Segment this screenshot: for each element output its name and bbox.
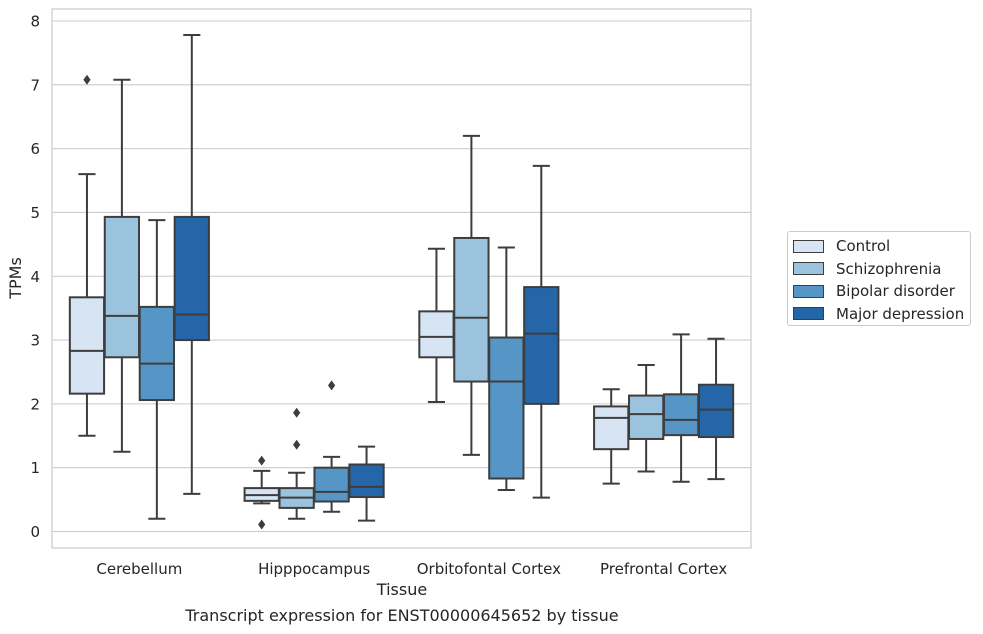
box-iqr xyxy=(313,466,350,503)
box-3-2 xyxy=(662,333,700,483)
legend-label: Control xyxy=(836,237,891,256)
legend-label: Major depression xyxy=(836,304,965,323)
x-tick-label: Hipppocampus xyxy=(258,560,370,578)
y-tick-label: 7 xyxy=(30,76,40,94)
box-iqr xyxy=(488,336,525,480)
legend-swatch xyxy=(793,284,824,298)
boxes-layer xyxy=(68,34,735,530)
box-iqr xyxy=(348,463,385,499)
box-0-3 xyxy=(173,34,210,495)
legend: Control Schizophrenia Bipolar disorder Majo… xyxy=(787,231,971,326)
box-iqr xyxy=(103,215,141,359)
legend-item: Schizophrenia xyxy=(793,258,970,281)
outlier-point xyxy=(293,407,301,418)
box-iqr xyxy=(697,383,735,439)
box-0-1 xyxy=(103,78,141,453)
box-iqr xyxy=(173,215,210,342)
y-tick-label: 0 xyxy=(30,523,40,541)
chart-caption: Transcript expression for ENST0000064565… xyxy=(185,606,619,625)
box-1-0 xyxy=(243,455,280,530)
box-iqr xyxy=(418,310,455,359)
box-iqr xyxy=(453,236,490,383)
box-iqr xyxy=(628,394,665,440)
box-2-1 xyxy=(453,134,490,456)
box-3-1 xyxy=(628,363,665,473)
y-tick-label: 3 xyxy=(30,332,40,350)
box-iqr xyxy=(68,296,106,395)
legend-swatch xyxy=(793,262,824,276)
outlier-point xyxy=(258,519,266,530)
legend-label: Schizophrenia xyxy=(836,259,942,278)
legend-swatch xyxy=(793,307,824,321)
plot-area-background xyxy=(52,9,751,548)
box-1-3 xyxy=(348,445,385,522)
plot-area-frame xyxy=(51,8,752,549)
box-3-0 xyxy=(593,388,630,485)
box-iqr xyxy=(523,286,560,405)
legend-item: Control xyxy=(793,235,970,258)
outlier-point xyxy=(293,439,301,450)
legend-item: Major depression xyxy=(793,303,970,326)
box-iqr xyxy=(593,405,630,451)
y-axis-label: TPMs xyxy=(6,257,25,300)
outlier-point xyxy=(328,380,336,391)
x-tick-label: Orbitofontal Cortex xyxy=(417,560,561,578)
y-tick-label: 6 xyxy=(30,140,40,158)
x-axis-label: Tissue xyxy=(376,580,427,599)
box-3-3 xyxy=(697,337,735,481)
x-tick-label: Prefrontal Cortex xyxy=(600,560,727,578)
y-tick-label: 4 xyxy=(30,268,40,286)
legend-item: Bipolar disorder xyxy=(793,280,970,303)
box-2-3 xyxy=(523,164,560,499)
y-axis-ticks: 0 1 2 3 4 5 6 7 8 xyxy=(30,13,40,542)
box-2-0 xyxy=(418,247,455,403)
x-axis-ticks: Cerebellum Hipppocampus Orbitofontal Corte… xyxy=(96,560,727,578)
outlier-point xyxy=(83,74,91,85)
box-2-2 xyxy=(488,246,525,492)
box-iqr xyxy=(662,393,700,437)
outlier-point xyxy=(258,455,266,466)
legend-label: Bipolar disorder xyxy=(836,282,955,301)
x-tick-label: Cerebellum xyxy=(96,560,182,578)
y-tick-label: 8 xyxy=(30,13,40,31)
y-tick-label: 2 xyxy=(30,395,40,413)
box-iqr xyxy=(138,305,175,402)
y-tick-label: 5 xyxy=(30,204,40,222)
box-0-0 xyxy=(68,74,106,437)
box-0-2 xyxy=(138,219,175,520)
legend-swatch xyxy=(793,239,824,253)
y-tick-label: 1 xyxy=(30,459,40,477)
